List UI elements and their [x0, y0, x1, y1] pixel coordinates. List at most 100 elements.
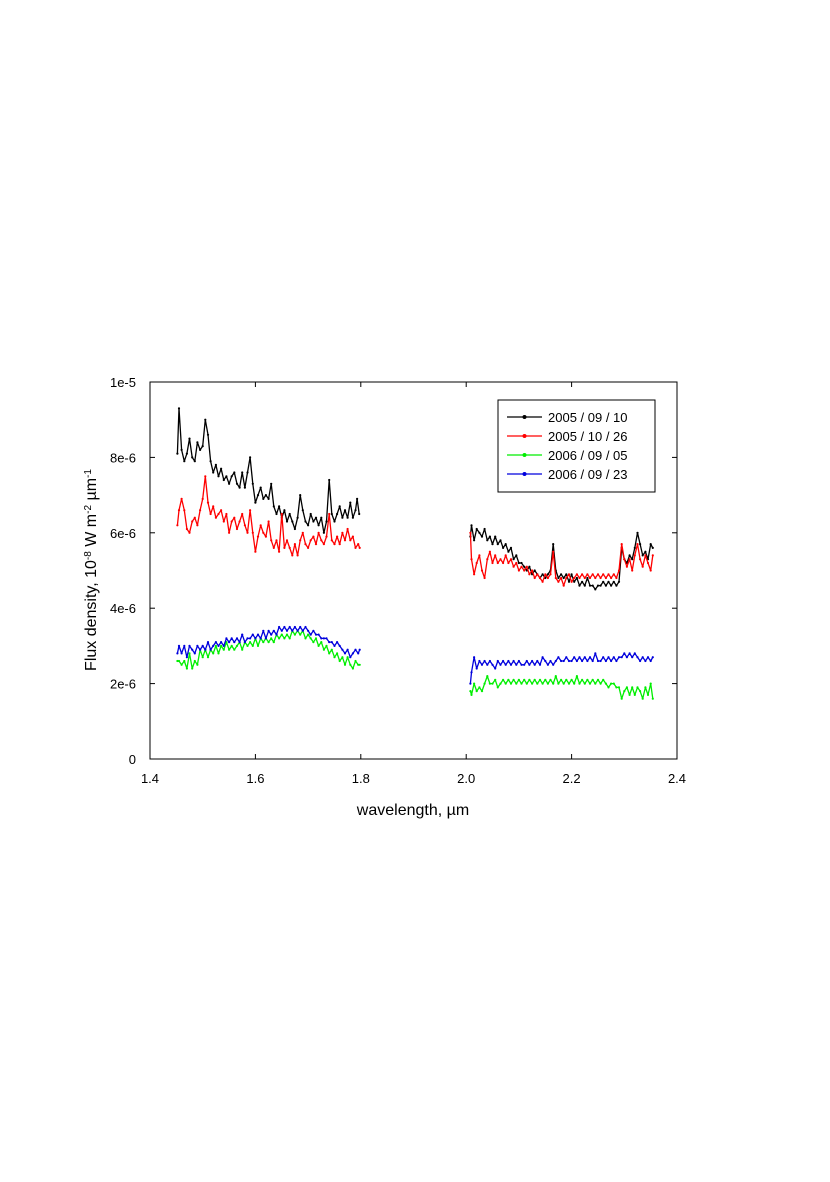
data-point: [183, 644, 186, 648]
data-point: [633, 693, 636, 697]
data-point: [531, 659, 534, 663]
data-point: [604, 659, 608, 663]
data-point: [469, 682, 472, 685]
data-point: [488, 659, 491, 663]
data-point: [214, 516, 217, 519]
data-point: [509, 546, 513, 550]
data-point: [517, 569, 521, 572]
data-point: [617, 580, 621, 583]
data-point: [256, 633, 260, 636]
data-point: [639, 659, 642, 663]
data-point: [528, 573, 531, 576]
data-point: [304, 520, 307, 523]
data-point: [541, 580, 544, 583]
data-point: [507, 678, 510, 681]
y-tick-label: 6e-6: [110, 526, 136, 541]
data-point: [517, 659, 521, 663]
data-point: [304, 637, 307, 640]
data-point: [538, 663, 542, 666]
data-point: [562, 682, 565, 685]
series-1: [176, 407, 654, 591]
data-point: [520, 561, 523, 565]
data-point: [262, 497, 265, 500]
data-point: [594, 652, 597, 655]
data-point: [280, 629, 283, 632]
data-point: [591, 584, 594, 587]
data-point: [212, 505, 215, 508]
data-point: [228, 648, 231, 651]
data-point: [591, 678, 594, 681]
data-point: [488, 550, 491, 553]
data-point: [343, 663, 347, 666]
data-point: [554, 675, 557, 678]
data-point: [262, 531, 265, 534]
data-point: [515, 561, 518, 565]
data-point: [358, 546, 361, 550]
data-point: [206, 501, 210, 504]
data-point: [358, 663, 361, 666]
legend-point-sample: [522, 434, 527, 438]
data-point: [470, 558, 473, 561]
data-point: [478, 686, 481, 689]
x-tick-label: 2.4: [668, 771, 686, 786]
data-point: [304, 543, 307, 546]
data-point: [639, 690, 642, 693]
data-point: [180, 652, 183, 655]
data-point: [562, 584, 565, 587]
data-point: [496, 686, 499, 689]
data-point: [225, 475, 228, 478]
data-point: [307, 629, 310, 632]
data-point: [628, 558, 631, 561]
data-point: [193, 652, 196, 655]
data-point: [546, 573, 550, 576]
data-point: [206, 641, 210, 644]
data-point: [217, 652, 220, 655]
axis-ticks: 1.4 1.6 1.8 2.0 2.2 2.4 0 2e-6 4e-6 6e-6 8e-6 1e-5: [110, 375, 686, 786]
data-point: [209, 512, 212, 516]
data-point: [251, 482, 254, 485]
data-point: [491, 682, 494, 685]
data-point: [333, 543, 336, 546]
y-tick-label: 8e-6: [110, 450, 136, 465]
data-point: [343, 509, 347, 512]
data-point: [473, 682, 476, 685]
data-point: [596, 659, 600, 663]
data-point: [494, 678, 497, 681]
data-point: [649, 659, 652, 663]
data-point: [567, 659, 571, 663]
data-point: [596, 584, 600, 587]
data-point: [188, 437, 191, 440]
data-point: [267, 520, 270, 523]
data-point: [573, 576, 576, 580]
data-point: [496, 659, 499, 663]
data-point: [243, 524, 246, 527]
data-point: [560, 573, 563, 576]
data-point: [262, 629, 265, 632]
data-point: [288, 625, 291, 629]
data-point: [615, 686, 618, 689]
data-point: [536, 682, 539, 685]
data-point: [206, 656, 210, 659]
data-point: [470, 671, 473, 674]
data-point: [220, 641, 223, 644]
data-point: [486, 675, 489, 678]
data-point: [488, 535, 491, 538]
data-point: [636, 543, 639, 546]
data-point: [588, 576, 592, 580]
data-point: [499, 663, 502, 666]
data-point: [591, 573, 594, 576]
data-point: [636, 531, 639, 534]
data-point: [230, 637, 233, 640]
data-point: [322, 543, 325, 546]
data-point: [591, 659, 594, 663]
data-point: [262, 641, 265, 644]
data-point: [502, 561, 505, 565]
data-point: [475, 667, 478, 670]
data-point: [552, 550, 555, 553]
data-point: [267, 641, 270, 644]
data-point: [217, 475, 220, 478]
data-point: [177, 509, 181, 512]
data-point: [610, 584, 613, 587]
data-point: [612, 573, 615, 576]
data-point: [217, 644, 220, 648]
